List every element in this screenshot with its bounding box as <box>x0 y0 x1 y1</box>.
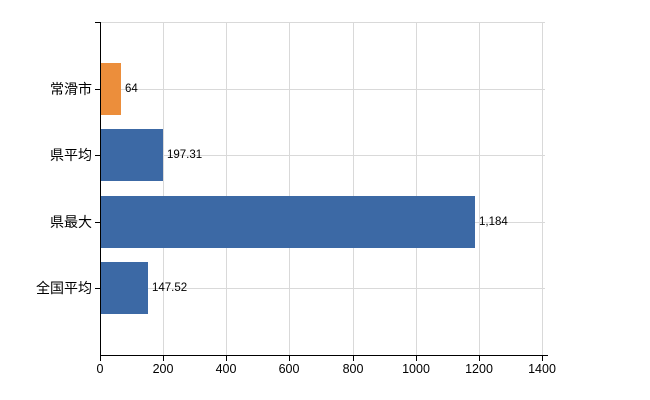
category-tick-mark <box>95 222 100 223</box>
bar-2 <box>101 196 475 248</box>
x-tick-mark <box>289 356 291 361</box>
plot-top-border <box>100 22 545 23</box>
gridline-vertical <box>163 22 165 355</box>
gridline-vertical <box>542 22 543 355</box>
x-tick-mark <box>226 356 228 361</box>
x-tick-label: 1200 <box>465 362 493 376</box>
y-axis-end-tick <box>95 22 100 23</box>
x-tick-label: 0 <box>96 362 104 376</box>
x-tick-label: 400 <box>215 362 237 376</box>
category-tick-mark <box>95 155 100 156</box>
x-axis <box>100 355 548 356</box>
category-label: 県最大 <box>50 214 92 230</box>
gridline-horizontal <box>100 288 545 289</box>
category-tick-mark <box>95 89 100 90</box>
x-tick-mark <box>163 356 165 361</box>
x-tick-label: 800 <box>342 362 364 376</box>
gridline-vertical <box>226 22 228 355</box>
bar-1 <box>101 129 163 181</box>
gridline-vertical <box>415 22 417 355</box>
bar-3 <box>101 262 148 314</box>
y-axis <box>100 22 101 355</box>
category-label: 全国平均 <box>36 280 92 296</box>
x-tick-mark <box>415 356 417 361</box>
gridline-horizontal <box>100 155 545 156</box>
x-tick-label: 600 <box>278 362 300 376</box>
bar-0 <box>101 63 121 115</box>
value-label: 1,184 <box>479 216 508 228</box>
x-tick-label: 1000 <box>402 362 430 376</box>
value-label: 147.52 <box>152 282 188 294</box>
category-label: 県平均 <box>50 147 92 163</box>
value-label: 197.31 <box>167 149 203 161</box>
category-label: 常滑市 <box>50 81 92 97</box>
gridline-vertical <box>478 22 480 355</box>
category-tick-mark <box>95 288 100 289</box>
x-tick-label: 200 <box>152 362 174 376</box>
x-tick-mark <box>100 356 101 361</box>
gridline-vertical <box>289 22 291 355</box>
x-tick-label: 1400 <box>528 362 556 376</box>
gridline-vertical <box>352 22 354 355</box>
gridline-horizontal <box>100 89 545 90</box>
value-label: 64 <box>125 83 138 95</box>
x-tick-mark <box>352 356 354 361</box>
x-tick-mark <box>542 356 543 361</box>
x-tick-mark <box>478 356 480 361</box>
